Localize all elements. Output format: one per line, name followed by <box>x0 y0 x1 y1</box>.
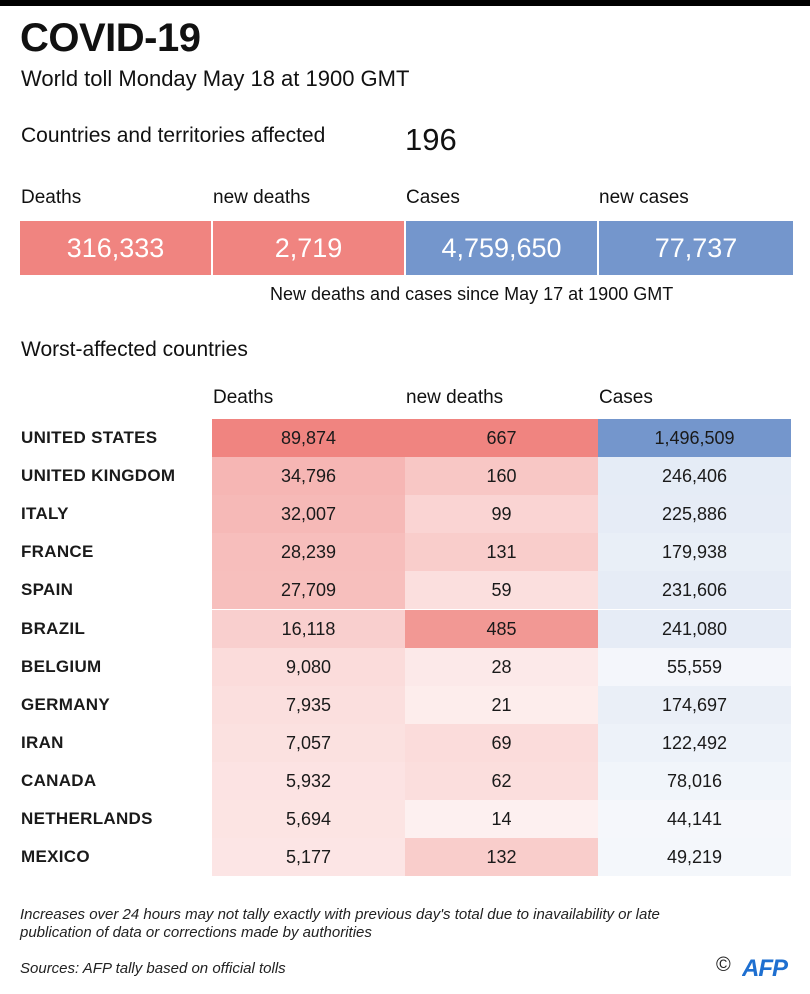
col-head-cases: Cases <box>599 387 653 408</box>
country-name: FRANCE <box>21 542 94 562</box>
new-deaths-cell: 59 <box>405 571 598 610</box>
new-deaths-cell: 69 <box>405 723 598 762</box>
new-deaths-cell: 132 <box>405 838 598 877</box>
cases-cell: 246,406 <box>598 457 791 496</box>
countries-affected-value: 196 <box>405 122 457 157</box>
deaths-cell: 27,709 <box>212 571 405 610</box>
cases-cell: 44,141 <box>598 800 791 838</box>
col-head-new-deaths: new deaths <box>406 387 504 408</box>
cases-cell: 55,559 <box>598 647 791 686</box>
cases-cell: 122,492 <box>598 723 791 762</box>
total-new-cases-box: 77,737 <box>599 221 793 275</box>
top-bar <box>0 0 810 6</box>
col-head-deaths: Deaths <box>213 387 274 408</box>
cases-cell: 179,938 <box>598 533 791 572</box>
footnote: Increases over 24 hours may not tally ex… <box>20 906 660 941</box>
deaths-cell: 5,932 <box>212 761 405 800</box>
table-row: IRAN 7,057 69 122,492 <box>0 723 810 762</box>
deaths-cell: 28,239 <box>212 533 405 572</box>
table-row: UNITED KINGDOM 34,796 160 246,406 <box>0 457 810 496</box>
new-deaths-cell: 14 <box>405 800 598 838</box>
table-row: CANADA 5,932 62 78,016 <box>0 761 810 800</box>
deaths-cell: 5,177 <box>212 838 405 877</box>
country-name: SPAIN <box>21 580 74 600</box>
totals-note: New deaths and cases since May 17 at 190… <box>270 284 674 304</box>
afp-logo: AFP <box>742 955 790 979</box>
table-row: BRAZIL 16,118 485 241,080 <box>0 609 810 648</box>
total-new-deaths-value: 2,719 <box>274 232 343 263</box>
total-new-cases-value: 77,737 <box>654 232 738 263</box>
total-cases-label: Cases <box>406 187 460 208</box>
cases-cell: 241,080 <box>598 609 791 648</box>
country-name: NETHERLANDS <box>21 809 153 828</box>
total-cases-value: 4,759,650 <box>441 232 562 263</box>
total-new-deaths-label: new deaths <box>213 187 311 208</box>
table-row: SPAIN 27,709 59 231,606 <box>0 571 810 610</box>
total-new-deaths-box: 2,719 <box>213 221 404 275</box>
country-name: ITALY <box>21 504 69 524</box>
cases-cell: 225,886 <box>598 495 791 534</box>
cases-cell: 231,606 <box>598 571 791 610</box>
copyright-symbol: © <box>716 954 731 976</box>
sources: Sources: AFP tally based on official tol… <box>20 960 286 977</box>
new-deaths-cell: 99 <box>405 495 598 534</box>
svg-text:AFP: AFP <box>742 955 789 979</box>
new-deaths-cell: 160 <box>405 457 598 496</box>
deaths-cell: 89,874 <box>212 419 405 457</box>
total-deaths-value: 316,333 <box>66 232 165 263</box>
page-subtitle: World toll Monday May 18 at 1900 GMT <box>21 66 410 91</box>
worst-affected-title: Worst-affected countries <box>21 338 248 361</box>
cases-cell: 49,219 <box>598 838 791 877</box>
new-deaths-cell: 485 <box>405 609 598 648</box>
cases-cell: 78,016 <box>598 761 791 800</box>
cases-cell: 1,496,509 <box>598 419 791 457</box>
country-name: CANADA <box>21 770 97 790</box>
table-row: NETHERLANDS 5,694 14 44,141 <box>0 800 810 838</box>
deaths-cell: 9,080 <box>212 647 405 686</box>
deaths-cell: 7,935 <box>212 685 405 724</box>
total-deaths-label: Deaths <box>21 187 82 208</box>
new-deaths-cell: 28 <box>405 647 598 686</box>
deaths-cell: 5,694 <box>212 800 405 838</box>
country-name: GERMANY <box>21 694 110 714</box>
new-deaths-cell: 21 <box>405 685 598 724</box>
table-row: GERMANY 7,935 21 174,697 <box>0 685 810 724</box>
table-row: BELGIUM 9,080 28 55,559 <box>0 647 810 686</box>
new-deaths-cell: 62 <box>405 761 598 800</box>
country-name: BELGIUM <box>21 656 102 676</box>
country-name: UNITED STATES <box>21 428 158 447</box>
table-row: ITALY 32,007 99 225,886 <box>0 495 810 534</box>
country-name: BRAZIL <box>21 618 86 638</box>
table-row: UNITED STATES 89,874 667 1,496,509 <box>0 419 810 457</box>
deaths-cell: 7,057 <box>212 723 405 762</box>
countries-affected-label: Countries and territories affected <box>21 124 326 147</box>
total-deaths-box: 316,333 <box>20 221 211 275</box>
new-deaths-cell: 667 <box>405 419 598 457</box>
country-name: MEXICO <box>21 847 90 867</box>
page-title: COVID-19 <box>20 16 201 60</box>
total-cases-box: 4,759,650 <box>406 221 597 275</box>
deaths-cell: 32,007 <box>212 495 405 534</box>
table-row: MEXICO 5,177 132 49,219 <box>0 838 810 877</box>
new-deaths-cell: 131 <box>405 533 598 572</box>
cases-cell: 174,697 <box>598 685 791 724</box>
total-new-cases-label: new cases <box>599 187 689 208</box>
deaths-cell: 16,118 <box>212 609 405 648</box>
table-row: FRANCE 28,239 131 179,938 <box>0 533 810 572</box>
country-name: IRAN <box>21 732 64 752</box>
deaths-cell: 34,796 <box>212 457 405 496</box>
country-name: UNITED KINGDOM <box>21 466 176 486</box>
